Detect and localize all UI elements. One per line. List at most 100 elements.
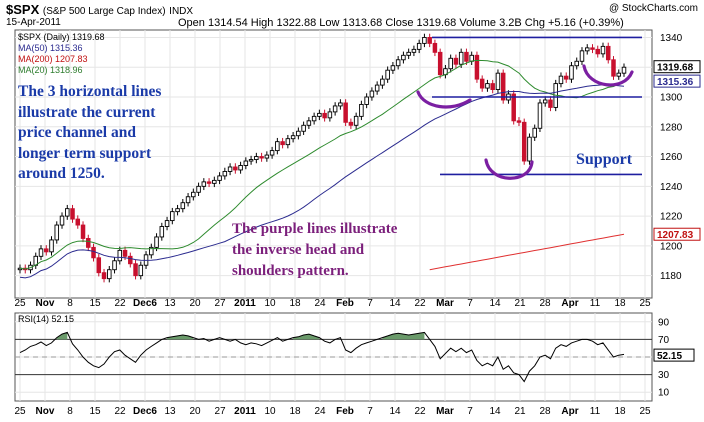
candle-body <box>238 165 243 171</box>
rsi-x-tick-label: 13 <box>164 406 176 417</box>
price-x-tick-label: Mar <box>436 298 454 309</box>
rsi-x-tick-label: 22 <box>114 406 126 417</box>
candle-body <box>364 96 369 105</box>
candle-body <box>206 181 212 184</box>
candle-body <box>427 36 432 44</box>
candle-body <box>390 65 396 71</box>
rsi-x-tick-label: 24 <box>314 406 326 417</box>
candle-body <box>91 246 96 259</box>
rsi-x-tick-label: 11 <box>590 406 601 417</box>
candle-body <box>175 208 180 213</box>
candle-body <box>558 75 564 85</box>
candle-body <box>542 99 548 104</box>
candle-body <box>164 220 170 227</box>
price-x-tick-label: 11 <box>590 298 601 309</box>
candle-body <box>154 236 159 248</box>
candle-body <box>380 78 385 86</box>
legend-ma50: MA(50) 1315.36 <box>18 43 83 53</box>
candle-body <box>254 156 259 160</box>
rsi-badge-text: 52.15 <box>657 351 682 362</box>
rsi-y-tick-label: 90 <box>658 317 670 328</box>
rsi-x-tick-label: 18 <box>289 406 301 417</box>
rsi-x-tick-label: 28 <box>539 406 551 417</box>
legend-ma20: MA(20) 1318.96 <box>18 65 83 75</box>
candle-body <box>474 54 480 80</box>
candle-body <box>54 224 60 241</box>
candle-body <box>395 59 401 67</box>
candle-body <box>149 246 154 256</box>
candle-body <box>332 105 338 113</box>
left-shoulder-arc <box>416 90 472 109</box>
price-x-tick-label: Feb <box>336 298 354 309</box>
candle-body <box>138 264 144 277</box>
candle-body <box>280 141 285 146</box>
candle-body <box>185 196 191 204</box>
symbol: $SPX <box>6 2 40 17</box>
ma50-badge-text: 1315.36 <box>657 77 694 88</box>
candle-body <box>385 69 390 80</box>
candle-body <box>70 208 75 220</box>
legend-rsi: RSI(14) 52.15 <box>18 314 75 324</box>
candle-body <box>233 166 238 171</box>
price-x-tick-label: Nov <box>36 298 55 309</box>
candle-body <box>248 159 254 162</box>
candle-body <box>296 130 301 137</box>
candle-body <box>521 121 527 162</box>
price-x-tick-label: 22 <box>114 298 126 309</box>
price-y-tick-label: 1200 <box>660 241 683 252</box>
source-credit: @ StockCharts.com <box>608 3 698 14</box>
candle-body <box>117 249 123 262</box>
price-y-tick-label: 1280 <box>660 122 683 133</box>
rsi-x-tick-label: 20 <box>189 406 201 417</box>
candle-body <box>574 60 579 67</box>
candle-body <box>411 48 417 53</box>
candle-body <box>196 185 201 193</box>
candle-body <box>122 249 128 257</box>
rsi-x-tick-label: 21 <box>514 406 526 417</box>
price-y-tick-label: 1260 <box>660 152 683 163</box>
candle-body <box>464 51 469 62</box>
ma20-line <box>19 59 625 270</box>
rsi-line <box>19 331 625 383</box>
candle-body <box>86 237 91 248</box>
close-badge-box <box>653 60 701 74</box>
candle-body <box>611 59 616 77</box>
candle-body <box>306 120 312 126</box>
candle-body <box>170 211 175 222</box>
rsi-x-tick-label: 22 <box>414 406 426 417</box>
candle-body <box>532 127 537 138</box>
candle-body <box>290 135 296 140</box>
candle-body <box>222 170 228 177</box>
candle-body <box>285 138 291 146</box>
candle-body <box>437 51 443 76</box>
price-x-tick-label: 25 <box>14 298 26 309</box>
price-x-tick-label: 8 <box>67 298 73 309</box>
candle-body <box>359 103 364 117</box>
price-y-tick-label: 1180 <box>660 271 682 282</box>
price-x-tick-label: 13 <box>164 298 176 309</box>
candle-body <box>269 150 275 156</box>
candle-body <box>101 272 107 280</box>
candle-body <box>38 248 44 257</box>
rsi-overbought-fill <box>293 334 320 340</box>
candle-body <box>259 156 264 159</box>
candle-body <box>201 181 207 187</box>
legend-price: $SPX (Daily) 1319.68 <box>18 32 105 42</box>
candle-body <box>112 260 117 271</box>
candle-body <box>49 239 54 253</box>
ma50-line <box>19 84 625 279</box>
candle-body <box>212 179 217 184</box>
rsi-y-tick-label: 10 <box>658 388 670 399</box>
price-x-tick-label: 14 <box>489 298 501 309</box>
candle-body <box>343 102 348 123</box>
ma200-line <box>429 233 625 271</box>
candle-body <box>605 45 611 61</box>
support-label: Support <box>576 151 633 168</box>
rsi-x-tick-label: 18 <box>614 406 626 417</box>
rsi-y-tick-label: 30 <box>658 370 670 381</box>
candle-body <box>159 226 165 238</box>
candle-body <box>527 136 532 162</box>
candle-body <box>579 50 585 62</box>
